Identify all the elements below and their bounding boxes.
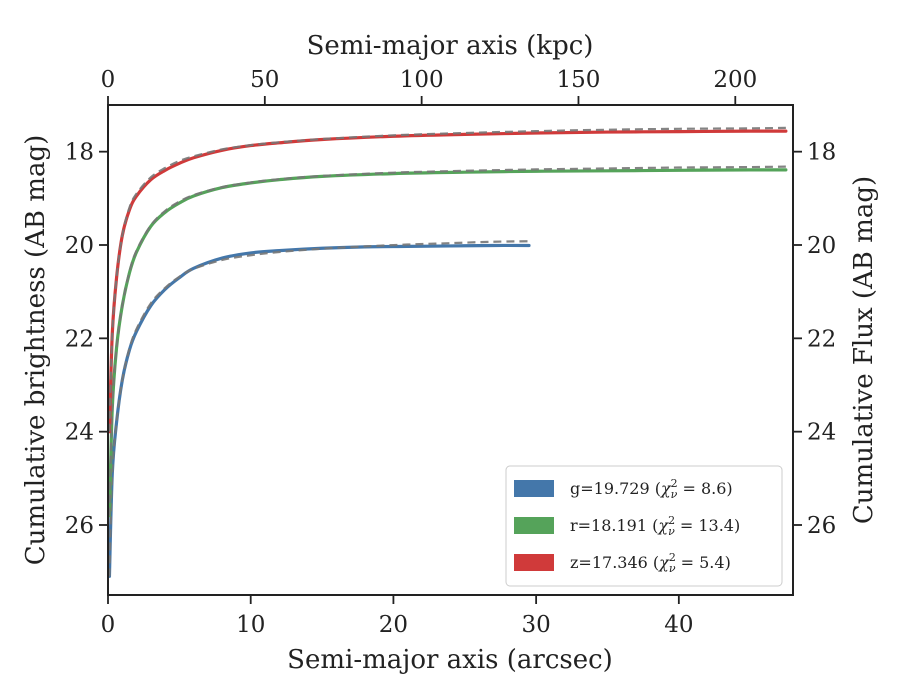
y2-tick-label: 26: [807, 513, 836, 539]
legend-label-2: z=17.346 (χ2 ν = 5.4): [570, 551, 731, 575]
x-tick-label: 40: [664, 612, 693, 638]
series-0-line: [107, 243, 531, 578]
y2-tick-label: 24: [807, 420, 836, 446]
series-1-model-line: [108, 165, 786, 516]
x-tick-label: 30: [521, 612, 550, 638]
plot-frame: [107, 104, 794, 596]
series-2-model-line: [108, 126, 786, 432]
legend-swatch-1: [514, 517, 554, 534]
legend-swatch-0: [514, 480, 554, 497]
x2-tick-label: 150: [557, 67, 601, 93]
x-tick-label: 0: [101, 612, 116, 638]
legend-label-1: r=18.191 (χ2 ν = 13.4): [570, 514, 740, 538]
y-axis-title: Cumulative brightness (AB mag): [21, 135, 51, 566]
series-0-model-line: [108, 240, 530, 577]
ticks-layer: 0 10 20 30 40 0 50 100 150 200 18 18 20 20 22 22 24 24 26 2…: [65, 67, 837, 638]
legend-box: [505, 465, 783, 587]
x2-tick-label: 0: [101, 67, 116, 93]
x-axis-title: Semi-major axis (arcsec): [287, 645, 613, 675]
y-tick-label: 24: [65, 420, 94, 446]
y-tick-label: 26: [65, 513, 94, 539]
legend-label-0: g=19.729 (χ2 ν = 8.6): [570, 477, 733, 501]
x2-tick-label: 50: [250, 67, 279, 93]
series-1-line: [107, 168, 788, 518]
y2-tick-label: 22: [807, 326, 836, 352]
y2-tick-label: 20: [807, 233, 836, 259]
y-tick-label: 18: [65, 140, 94, 166]
y2-axis-title: Cumulative Flux (AB mag): [849, 176, 879, 524]
y-tick-label: 20: [65, 233, 94, 259]
legend: g=19.729 (χ2 ν = 8.6) r=18.191 (χ2 ν = 13.4…: [505, 465, 783, 587]
x-tick-label: 20: [379, 612, 408, 638]
y2-tick-label: 18: [807, 140, 836, 166]
x2-axis-title: Semi-major axis (kpc): [307, 31, 594, 61]
x-tick-label: 10: [236, 612, 265, 638]
y-tick-label: 22: [65, 326, 94, 352]
x2-tick-label: 200: [713, 67, 757, 93]
x2-tick-label: 100: [400, 67, 444, 93]
series-layer: [107, 126, 788, 578]
series-2-line: [107, 129, 788, 434]
legend-swatch-2: [514, 554, 554, 571]
